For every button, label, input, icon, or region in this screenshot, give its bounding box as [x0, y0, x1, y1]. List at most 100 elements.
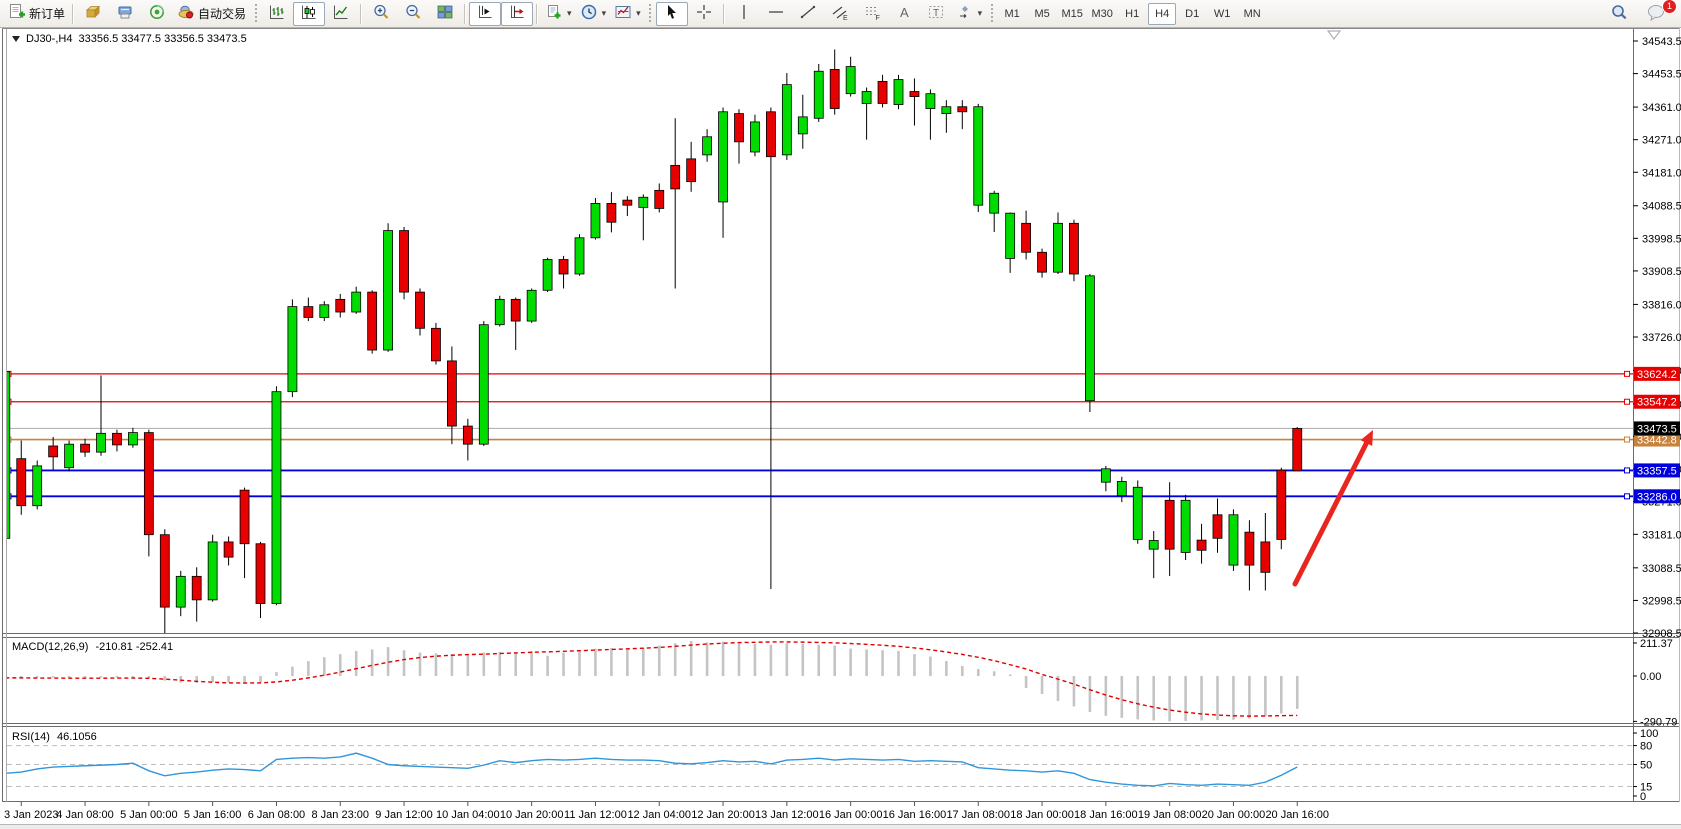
svg-text:A: A — [900, 5, 909, 20]
macd-axis-tick: 0.00 — [1640, 671, 1661, 683]
candle-body — [718, 111, 728, 203]
hline-handle[interactable] — [1624, 398, 1630, 405]
chart-shift-marker[interactable] — [1326, 30, 1342, 40]
candle-body — [1196, 539, 1207, 551]
timeframe-button-M15[interactable]: M15 — [1061, 7, 1083, 20]
tile-windows-button[interactable] — [429, 2, 461, 26]
candle-body — [845, 66, 856, 95]
price-axis-tick: 33726.0 — [1642, 332, 1681, 344]
chart-shift-button[interactable] — [501, 1, 534, 26]
hline-handle[interactable] — [1624, 467, 1630, 474]
candle-body — [1116, 481, 1127, 496]
time-axis-label: 16 Jan 16:00 — [883, 809, 947, 821]
price-axis-tick: 34271.0 — [1642, 135, 1681, 147]
chart-area[interactable]: 34543.5 34453.5 34361.0 34271.0 34181.0 34088… — [0, 28, 1681, 829]
candle-body — [399, 230, 409, 293]
templates-button[interactable]: ▾ — [610, 2, 645, 26]
timeframe-button-M30[interactable]: M30 — [1091, 7, 1113, 20]
candle-body — [159, 534, 170, 608]
candle-body — [351, 291, 362, 313]
timeframe-button-H4[interactable]: H4 — [1148, 2, 1177, 25]
search-button[interactable] — [1603, 2, 1635, 26]
candle-body — [973, 106, 984, 206]
price-line-label-text: 33442.8 — [1637, 435, 1677, 447]
hline-handle[interactable] — [1624, 370, 1630, 377]
profiles-dropdown-caret[interactable]: ▾ — [601, 8, 607, 18]
zoom-out-button[interactable] — [397, 2, 429, 26]
candle-body — [877, 80, 888, 104]
chart-canvas[interactable]: 34543.5 34453.5 34361.0 34271.0 34181.0 34088… — [0, 28, 1681, 829]
timeframe-button-D1[interactable]: D1 — [1185, 7, 1200, 20]
templates-dropdown-caret[interactable]: ▾ — [636, 8, 641, 18]
macd-axis-tick: -290.79 — [1640, 716, 1677, 728]
profiles-button[interactable]: ▾ — [576, 2, 611, 26]
price-axis-tick: 34088.5 — [1642, 201, 1681, 213]
candle-body — [989, 192, 1000, 214]
zoom-in-icon — [372, 3, 390, 24]
toolbar-drag-handle[interactable] — [253, 3, 259, 24]
line-chart-button[interactable] — [325, 2, 357, 26]
crosshair-button[interactable] — [688, 2, 720, 26]
price-axis-tick: 33088.5 — [1642, 563, 1681, 575]
fibonacci-icon: F — [863, 3, 881, 24]
bar-chart-button[interactable] — [261, 2, 293, 26]
price-line-label — [1634, 489, 1680, 504]
candle-body — [670, 164, 681, 190]
zoom-in-button[interactable] — [365, 2, 397, 26]
trendline-button[interactable] — [792, 2, 824, 26]
toolbar-drag-handle[interactable] — [989, 3, 995, 24]
market-watch-button[interactable] — [77, 2, 109, 26]
timeframe-button-M1[interactable]: M1 — [1004, 7, 1020, 20]
new-order-button[interactable]: 新订单 — [4, 2, 69, 26]
horizontal-line-button[interactable] — [760, 2, 792, 26]
candle-body — [766, 111, 776, 158]
timeframe-button-M5[interactable]: M5 — [1034, 7, 1050, 20]
hline-handle[interactable] — [1624, 493, 1630, 500]
macd-indicator-label: MACD(12,26,9) -210.81 -252.41 — [12, 641, 173, 653]
price-line-label-text: 33286.0 — [1637, 491, 1677, 503]
autotrade-label: 自动交易 — [198, 7, 247, 21]
new-chart-dropdown-caret[interactable]: ▾ — [567, 8, 572, 18]
text-button[interactable]: A — [888, 2, 920, 26]
timeframe-button-MN[interactable]: MN — [1243, 7, 1261, 20]
fibonacci-button[interactable]: F — [856, 2, 888, 26]
candle-body — [446, 360, 457, 427]
candle-body — [941, 106, 952, 114]
autotrade-button[interactable]: 自动交易 — [173, 2, 250, 26]
shapes-dropdown-caret[interactable]: ▾ — [977, 8, 983, 18]
candle-body — [813, 70, 824, 119]
toolbar: 新订单 自动交易 — [0, 0, 1681, 28]
candle-body — [622, 199, 633, 206]
clock-icon — [580, 3, 598, 24]
templates-icon — [614, 3, 632, 24]
terminal-button[interactable] — [109, 2, 141, 26]
channel-button[interactable]: E — [824, 2, 856, 26]
candle-body — [112, 432, 122, 446]
trend-arrow[interactable] — [1292, 439, 1370, 587]
chevron-down-icon[interactable] — [12, 36, 20, 42]
timeframe-button-H1[interactable]: H1 — [1125, 7, 1140, 20]
timeframe-button-W1[interactable]: W1 — [1213, 7, 1231, 20]
trend-arrow-head[interactable] — [1360, 430, 1373, 446]
signals-button[interactable] — [141, 2, 173, 26]
candle-body — [1180, 499, 1191, 553]
new-chart-icon — [545, 3, 563, 24]
time-axis-label: 4 Jan 08:00 — [56, 809, 114, 821]
text-label-icon: T — [927, 3, 945, 24]
candlestick-chart-button[interactable] — [293, 1, 326, 26]
cursor-button[interactable] — [655, 1, 688, 26]
hline-handle[interactable] — [1624, 436, 1630, 443]
text-label-button[interactable]: T — [920, 2, 952, 26]
new-chart-button[interactable]: ▾ — [541, 2, 576, 26]
candle-body — [606, 202, 617, 223]
candle-body — [861, 91, 872, 104]
notifications-button[interactable]: 1 — [1641, 0, 1677, 26]
price-axis-tick: 33181.0 — [1642, 529, 1681, 541]
toolbar-drag-handle[interactable] — [647, 3, 653, 24]
shapes-button[interactable]: ▾ — [952, 2, 987, 26]
auto-scroll-button[interactable] — [469, 1, 502, 26]
vertical-line-button[interactable] — [728, 2, 760, 26]
candle-body — [1100, 468, 1111, 483]
autotrade-icon — [177, 3, 195, 24]
